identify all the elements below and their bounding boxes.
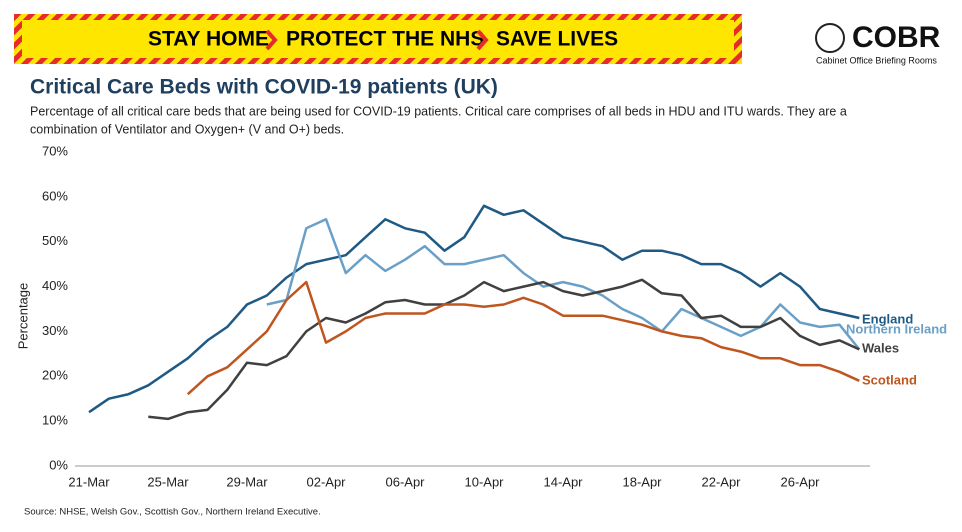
x-tick-label: 14-Apr [543, 474, 583, 489]
series-label: Scotland [862, 372, 917, 387]
series-line [148, 278, 860, 421]
banner-item: PROTECT THE NHS [286, 28, 484, 51]
x-tick-label: 26-Apr [780, 474, 820, 489]
chart-subtitle: Percentage of all critical care beds tha… [30, 104, 847, 118]
y-tick-label: 0% [49, 457, 68, 472]
series-line [88, 204, 860, 414]
x-tick-label: 29-Mar [226, 474, 268, 489]
y-tick-label: 20% [42, 368, 68, 383]
banner: STAY HOME PROTECT THE NHS SAVE LIVES [14, 14, 742, 64]
x-tick-label: 22-Apr [701, 474, 741, 489]
y-tick-label: 50% [42, 233, 68, 248]
y-tick-label: 30% [42, 323, 68, 338]
series-label: Northern Ireland [846, 321, 947, 336]
y-tick-label: 40% [42, 278, 68, 293]
y-tick-label: 10% [42, 413, 68, 428]
x-tick-label: 02-Apr [306, 474, 346, 489]
logo: COBR Cabinet Office Briefing Rooms [815, 21, 941, 65]
series-label: England [862, 311, 913, 326]
logo-name: COBR [852, 21, 941, 54]
x-tick-label: 10-Apr [464, 474, 504, 489]
y-axis-label: Percentage [15, 283, 30, 350]
banner-item: SAVE LIVES [496, 28, 618, 51]
y-tick-label: 60% [42, 188, 68, 203]
y-tick-label: 70% [42, 143, 68, 158]
source: Source: NHSE, Welsh Gov., Scottish Gov.,… [24, 507, 321, 518]
series-line [186, 280, 860, 396]
chart-title: Critical Care Beds with COVID-19 patient… [30, 76, 498, 99]
x-tick-label: 25-Mar [147, 474, 189, 489]
banner-item: STAY HOME [148, 28, 269, 51]
x-tick-label: 06-Apr [385, 474, 425, 489]
chart-subtitle: combination of Ventilator and Oxygen+ (V… [30, 122, 344, 136]
x-tick-label: 18-Apr [622, 474, 662, 489]
series-line [266, 218, 861, 351]
series-label: Wales [862, 340, 899, 355]
x-tick-label: 21-Mar [68, 474, 110, 489]
logo-subtitle: Cabinet Office Briefing Rooms [816, 55, 937, 65]
